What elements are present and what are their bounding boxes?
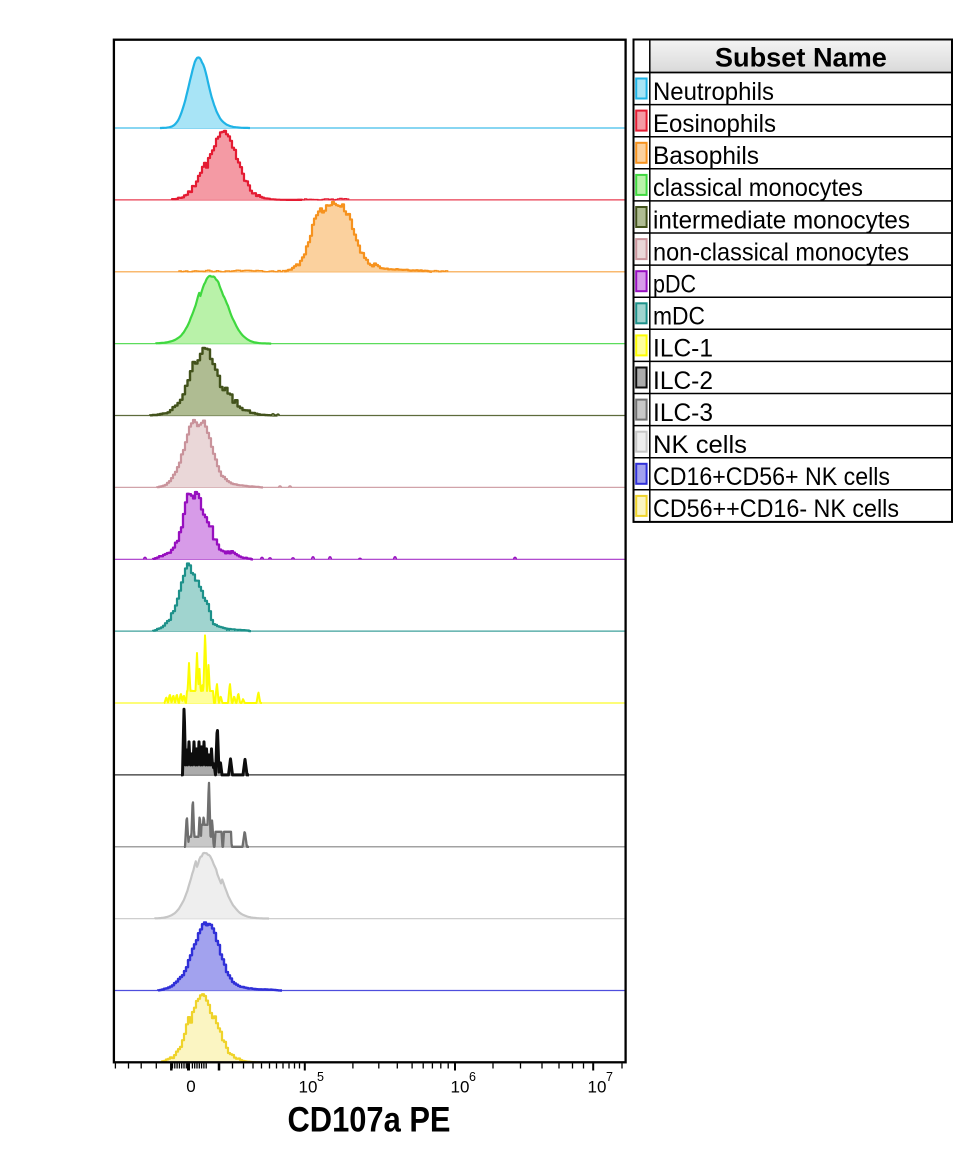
svg-text:NK cells: NK cells — [653, 431, 747, 459]
svg-text:intermediate monocytes: intermediate monocytes — [653, 206, 910, 234]
svg-text:0: 0 — [186, 1077, 195, 1096]
svg-text:10: 10 — [451, 1078, 470, 1097]
svg-text:ILC-1: ILC-1 — [653, 335, 713, 363]
svg-text:7: 7 — [606, 1070, 613, 1084]
svg-text:5: 5 — [317, 1070, 324, 1084]
svg-text:ILC-2: ILC-2 — [653, 367, 713, 395]
svg-text:Neutrophils: Neutrophils — [653, 78, 774, 106]
svg-text:Subset Name: Subset Name — [715, 43, 887, 73]
svg-text:non-classical monocytes: non-classical monocytes — [653, 238, 909, 266]
svg-text:CD56++CD16- NK cells: CD56++CD16- NK cells — [653, 495, 899, 523]
svg-text:CD16+CD56+ NK cells: CD16+CD56+ NK cells — [653, 463, 890, 491]
svg-text:10: 10 — [588, 1078, 607, 1097]
svg-text:classical monocytes: classical monocytes — [653, 174, 863, 202]
svg-text:CD107a PE: CD107a PE — [288, 1100, 451, 1140]
svg-text:Basophils: Basophils — [653, 142, 759, 170]
svg-text:10: 10 — [299, 1078, 318, 1097]
svg-text:Eosinophils: Eosinophils — [653, 110, 776, 138]
svg-text:6: 6 — [469, 1070, 476, 1084]
svg-text:ILC-3: ILC-3 — [653, 399, 713, 427]
svg-text:mDC: mDC — [653, 303, 705, 331]
svg-text:pDC: pDC — [653, 271, 696, 299]
